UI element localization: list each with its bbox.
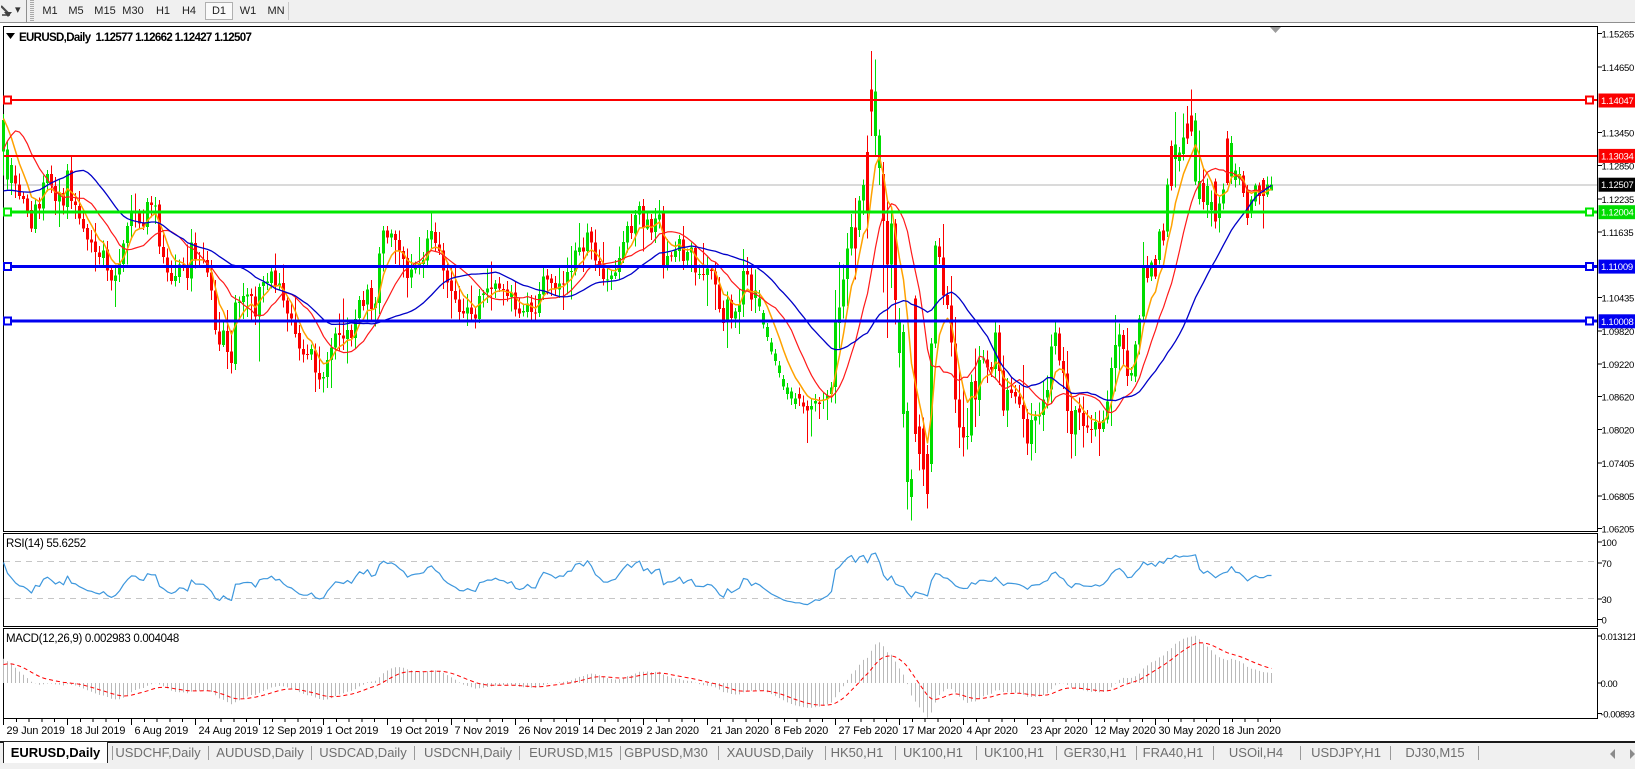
svg-text:MACD(12,26,9) 0.002983 0.00404: MACD(12,26,9) 0.002983 0.004048 [6, 633, 179, 645]
svg-text:1.11635: 1.11635 [1602, 228, 1634, 239]
svg-text:1.07405: 1.07405 [1602, 459, 1635, 470]
svg-text:1.11009: 1.11009 [1601, 262, 1633, 273]
svg-text:0.013121: 0.013121 [1601, 632, 1635, 643]
svg-text:70: 70 [1602, 559, 1612, 570]
svg-text:1.13450: 1.13450 [1602, 129, 1635, 140]
svg-text:1.10008: 1.10008 [1601, 317, 1634, 328]
svg-text:17 Mar 2020: 17 Mar 2020 [903, 725, 963, 737]
svg-text:-0.00893: -0.00893 [1601, 710, 1635, 721]
svg-text:1.10435: 1.10435 [1602, 294, 1635, 305]
svg-text:6 Aug 2019: 6 Aug 2019 [135, 725, 189, 737]
svg-text:1.06205: 1.06205 [1602, 525, 1635, 536]
svg-text:18 Jul 2019: 18 Jul 2019 [71, 725, 126, 737]
svg-text:21 Jan 2020: 21 Jan 2020 [711, 725, 769, 737]
svg-text:RSI(14) 55.6252: RSI(14) 55.6252 [6, 538, 86, 550]
svg-text:1.12507: 1.12507 [1601, 180, 1634, 191]
svg-text:0: 0 [1602, 616, 1607, 627]
svg-text:1.13034: 1.13034 [1601, 151, 1634, 162]
svg-text:7 Nov 2019: 7 Nov 2019 [455, 725, 509, 737]
svg-text:1.09820: 1.09820 [1602, 327, 1635, 338]
svg-text:1.12235: 1.12235 [1602, 195, 1635, 206]
svg-text:30 May 2020: 30 May 2020 [1159, 725, 1220, 737]
svg-text:27 Feb 2020: 27 Feb 2020 [839, 725, 899, 737]
svg-text:100: 100 [1602, 538, 1617, 549]
svg-text:1.12004: 1.12004 [1601, 208, 1634, 219]
svg-text:1.14047: 1.14047 [1601, 96, 1634, 107]
svg-text:2 Jan 2020: 2 Jan 2020 [647, 725, 700, 737]
svg-text:1.12850: 1.12850 [1602, 162, 1635, 173]
svg-text:1.08020: 1.08020 [1602, 426, 1635, 437]
svg-text:19 Oct 2019: 19 Oct 2019 [391, 725, 449, 737]
svg-text:18 Jun 2020: 18 Jun 2020 [1223, 725, 1281, 737]
svg-text:1.08620: 1.08620 [1602, 393, 1635, 404]
svg-text:1.15265: 1.15265 [1602, 30, 1635, 41]
svg-text:1 Oct 2019: 1 Oct 2019 [327, 725, 379, 737]
svg-text:EURUSD,Daily 1.12577 1.12662: EURUSD,Daily 1.12577 1.12662 1.12427 1.1… [19, 32, 252, 44]
svg-text:12 Sep 2019: 12 Sep 2019 [263, 725, 323, 737]
svg-text:24 Aug 2019: 24 Aug 2019 [199, 725, 259, 737]
svg-text:30: 30 [1602, 595, 1612, 606]
svg-text:12 May 2020: 12 May 2020 [1095, 725, 1156, 737]
svg-text:1.06805: 1.06805 [1602, 492, 1635, 503]
svg-text:26 Nov 2019: 26 Nov 2019 [519, 725, 579, 737]
svg-text:29 Jun 2019: 29 Jun 2019 [7, 725, 65, 737]
svg-text:14 Dec 2019: 14 Dec 2019 [583, 725, 643, 737]
svg-text:1.14650: 1.14650 [1602, 63, 1635, 74]
svg-text:23 Apr 2020: 23 Apr 2020 [1031, 725, 1088, 737]
svg-text:4 Apr 2020: 4 Apr 2020 [967, 725, 1018, 737]
svg-text:1.09220: 1.09220 [1602, 360, 1635, 371]
svg-text:8 Feb 2020: 8 Feb 2020 [775, 725, 829, 737]
svg-text:0.00: 0.00 [1601, 679, 1618, 690]
